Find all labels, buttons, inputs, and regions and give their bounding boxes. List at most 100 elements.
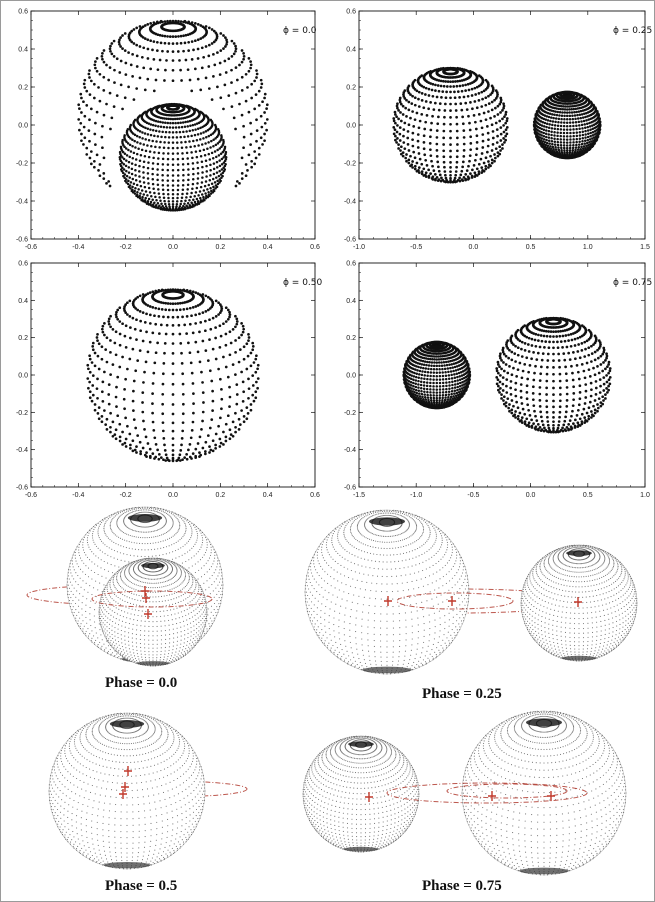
center-of-mass-marker <box>121 782 129 792</box>
orbit-path <box>91 590 213 608</box>
y-tick-label: 0.6 <box>18 261 28 268</box>
projection-panel-phase-0: -0.6 -0.4 -0.2 0.0 0.2 0.4 0.6 -0.6 -0.4 -0.2 0.0 0… <box>16 9 320 252</box>
orbit-path <box>386 782 588 804</box>
primary-star-render <box>48 712 206 870</box>
y-tick-label: 0.0 <box>346 373 356 380</box>
y-tick-label: 0.4 <box>18 298 28 305</box>
center-of-mass-marker <box>547 791 555 801</box>
render-panel-phase-075 <box>302 710 627 876</box>
primary-star-dots <box>77 19 269 188</box>
pole-cap <box>368 517 406 526</box>
center-of-mass-marker <box>365 792 373 802</box>
x-tick-label: 0.6 <box>310 492 320 499</box>
y-tick-label: -0.6 <box>344 485 356 492</box>
caption-phase-025: Phase = 0.25 <box>422 686 502 702</box>
y-tick-label: -0.2 <box>16 410 28 417</box>
orbit-path <box>446 783 568 799</box>
render-panel-phase-05 <box>48 712 248 870</box>
y-tick-label: -0.4 <box>16 199 28 206</box>
phase-label: ϕ = 0.0 <box>283 26 317 36</box>
x-tick-label: -0.2 <box>120 492 132 499</box>
secondary-star-render <box>302 735 420 853</box>
caption-phase-0: Phase = 0.0 <box>105 675 178 691</box>
x-tick-label: -0.4 <box>72 244 84 251</box>
y-tick-label: 0.4 <box>346 47 356 54</box>
pole-cap <box>127 514 163 522</box>
pole-cap <box>103 861 151 869</box>
center-of-mass-marker <box>119 789 127 799</box>
y-tick-label: 0.6 <box>18 9 28 16</box>
plot-area <box>358 10 646 240</box>
pole-cap <box>109 720 145 728</box>
y-tick-label: 0.4 <box>346 298 356 305</box>
y-tick-label: 0.4 <box>18 47 28 54</box>
y-tick-label: -0.2 <box>344 410 356 417</box>
x-tick-label: 0.0 <box>469 244 479 251</box>
projection-panel-phase-025: -1.0 -0.5 0.0 0.5 1.0 1.5 -0.6 -0.4 -0.2 0.0 0.2 0.… <box>344 9 652 252</box>
x-tick-label: 1.0 <box>640 492 650 499</box>
orbit-path <box>396 592 514 610</box>
y-tick-label: 0.2 <box>18 85 28 92</box>
phase-label: ϕ = 0.25 <box>613 26 652 36</box>
y-tick-label: 0.0 <box>346 123 356 130</box>
primary-star-dots <box>392 66 509 184</box>
pole-cap <box>561 655 597 661</box>
primary-star-dots <box>495 316 612 434</box>
x-tick-label: 0.4 <box>263 244 273 251</box>
y-tick-label: 0.2 <box>346 85 356 92</box>
pole-cap <box>136 661 170 666</box>
y-tick-label: -0.2 <box>344 161 356 168</box>
render-panel-phase-0 <box>26 506 224 667</box>
projection-panel-phase-075: -1.5 -1.0 -0.5 0.0 0.5 1.0 -0.6 -0.4 -0.2 0.0 0.2 0… <box>344 261 652 500</box>
center-of-mass-marker <box>384 596 392 606</box>
pole-cap <box>566 550 592 557</box>
x-tick-label: -0.2 <box>120 244 132 251</box>
secondary-star-render <box>98 557 208 667</box>
x-tick-label: 1.0 <box>583 244 593 251</box>
x-tick-label: 0.6 <box>310 244 320 251</box>
caption-phase-075: Phase = 0.75 <box>422 878 502 894</box>
y-tick-label: -0.6 <box>16 237 28 244</box>
primary-star-render <box>304 509 470 675</box>
x-tick-label: 0.0 <box>168 492 178 499</box>
render-panel-phase-025 <box>304 509 638 675</box>
center-of-mass-marker <box>142 593 150 603</box>
x-tick-label: -0.4 <box>72 492 84 499</box>
pole-cap <box>525 718 563 727</box>
y-tick-label: -0.6 <box>344 237 356 244</box>
pole-cap <box>519 867 569 875</box>
phase-label: ϕ = 0.50 <box>283 278 323 288</box>
x-tick-label: -0.6 <box>25 492 37 499</box>
y-tick-label: 0.2 <box>18 335 28 342</box>
x-tick-label: 0.5 <box>526 244 536 251</box>
primary-star-dots <box>86 288 260 463</box>
y-tick-label: -0.2 <box>16 161 28 168</box>
x-tick-label: -0.5 <box>467 492 479 499</box>
x-tick-label: 0.0 <box>526 492 536 499</box>
secondary-star-dots <box>532 90 602 160</box>
y-tick-label: 0.2 <box>346 335 356 342</box>
x-tick-label: -0.6 <box>25 244 37 251</box>
center-of-mass-marker <box>141 586 149 596</box>
y-tick-label: 0.0 <box>18 123 28 130</box>
phase-label: ϕ = 0.75 <box>613 278 652 288</box>
x-tick-label: -1.0 <box>353 244 365 251</box>
x-tick-label: 1.5 <box>640 244 650 251</box>
projection-panel-phase-050: -0.6 -0.4 -0.2 0.0 0.2 0.4 0.6 -0.6 -0.4 -0.2 0.0 0… <box>16 261 323 500</box>
center-of-mass-marker <box>574 597 582 607</box>
pole-cap <box>141 562 165 569</box>
secondary-star-render <box>520 544 638 662</box>
x-tick-label: -1.5 <box>353 492 365 499</box>
pole-cap <box>362 666 412 674</box>
x-tick-label: 0.4 <box>263 492 273 499</box>
y-tick-label: 0.6 <box>346 261 356 268</box>
x-tick-label: 0.2 <box>215 492 225 499</box>
center-of-mass-marker <box>488 791 496 801</box>
x-tick-label: -1.0 <box>410 492 422 499</box>
y-tick-label: -0.4 <box>344 199 356 206</box>
secondary-star-dots <box>402 340 472 410</box>
x-tick-label: 0.0 <box>168 244 178 251</box>
caption-phase-05: Phase = 0.5 <box>105 878 178 894</box>
primary-star-render <box>461 710 627 876</box>
